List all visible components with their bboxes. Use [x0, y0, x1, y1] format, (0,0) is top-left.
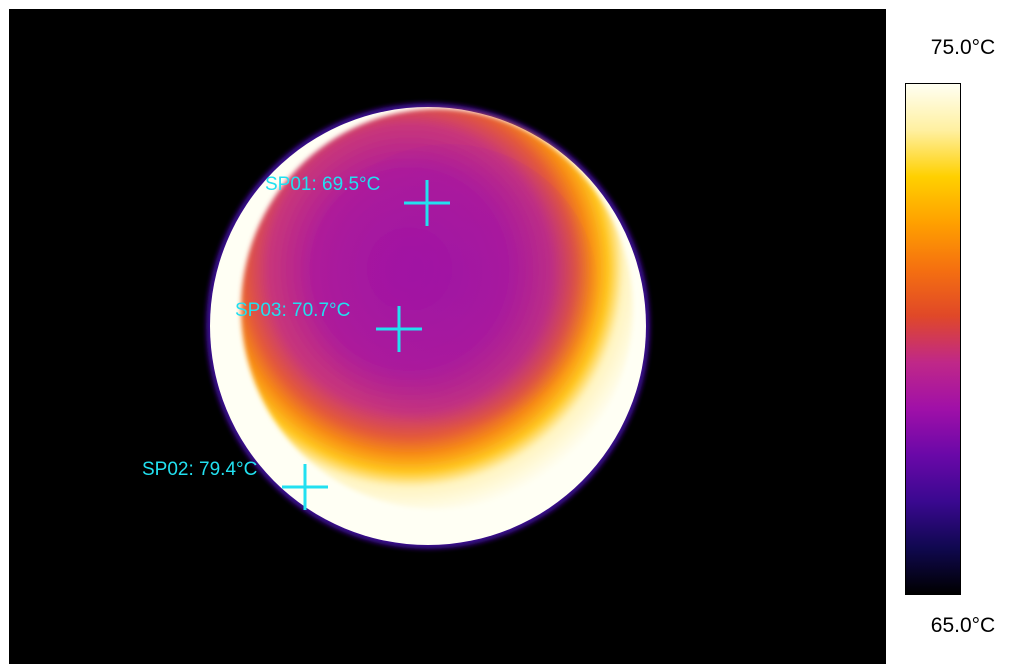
- spot-marker-sp01[interactable]: SP01: 69.5°C: [265, 174, 450, 226]
- disc-cool-center: [299, 144, 599, 444]
- spot-label-sp03: SP03: 70.7°C: [235, 300, 350, 321]
- thermal-image: SP01: 69.5°C SP03: 70.7°C SP02: 79.4°C: [9, 9, 886, 664]
- spot-label-sp01: SP01: 69.5°C: [265, 174, 380, 195]
- spot-label-sp02: SP02: 79.4°C: [142, 459, 257, 480]
- scale-max-label: 75.0°C: [930, 36, 996, 59]
- color-scale-bar: [905, 83, 961, 595]
- scale-min-label: 65.0°C: [930, 614, 996, 637]
- thermal-image-canvas: SP01: 69.5°C SP03: 70.7°C SP02: 79.4°C: [142, 103, 650, 549]
- spot-marker-sp03[interactable]: SP03: 70.7°C: [235, 300, 422, 352]
- spot-marker-sp02[interactable]: SP02: 79.4°C: [142, 459, 328, 510]
